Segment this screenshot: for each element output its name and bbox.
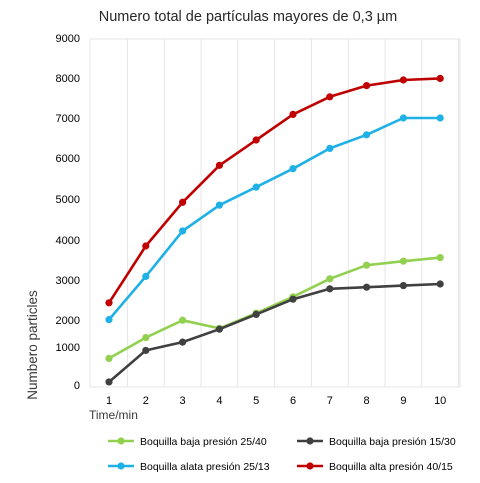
- data-point: [105, 316, 113, 324]
- y-tick-label: 1000: [56, 342, 80, 354]
- legend-label: Boquilla alata presión 25/13: [140, 461, 270, 473]
- data-point: [436, 74, 444, 82]
- x-tick-label: 4: [216, 395, 222, 407]
- legend-label: Boquilla baja presión 25/40: [140, 436, 267, 448]
- x-tick-label: 10: [434, 395, 446, 407]
- legend: Boquilla baja presión 25/40 Boquilla baja…: [108, 436, 456, 473]
- y-tick-label: 4000: [56, 235, 80, 247]
- data-point: [215, 325, 223, 333]
- series-group: [105, 74, 444, 386]
- data-point: [142, 346, 150, 355]
- legend-label: Boquilla baja presión 15/30: [329, 436, 456, 448]
- legend-swatch-marker: [306, 462, 314, 470]
- data-point: [142, 272, 150, 280]
- data-point: [289, 110, 297, 118]
- x-tick-label: 5: [253, 395, 259, 407]
- legend-swatch-marker: [306, 437, 314, 445]
- data-point: [252, 183, 260, 191]
- data-point: [399, 282, 407, 290]
- data-point: [289, 295, 297, 303]
- legend-item: Boquilla alta presión 40/15: [297, 461, 453, 473]
- x-tick-label: 3: [180, 395, 186, 407]
- legend-item: Boquilla alata presión 25/13: [108, 461, 270, 473]
- data-point: [326, 144, 334, 152]
- series-line-2: [108, 116, 441, 321]
- data-point: [179, 227, 187, 235]
- data-point: [105, 299, 113, 307]
- data-point: [436, 114, 444, 122]
- data-point: [363, 283, 371, 291]
- grid: [89, 38, 461, 388]
- data-point: [399, 257, 407, 265]
- legend-swatch-marker: [117, 437, 125, 445]
- legend-item: Boquilla baja presión 25/40: [108, 436, 267, 448]
- x-tick-label: 7: [327, 395, 333, 407]
- y-tick-label: 6000: [56, 153, 80, 165]
- data-point: [326, 93, 334, 101]
- legend-item: Boquilla baja presión 15/30: [297, 436, 456, 448]
- data-point: [215, 161, 223, 169]
- x-tick-label: 6: [290, 395, 296, 407]
- y-tick-label: 0: [74, 380, 80, 392]
- x-tick-labels: 1 2 3 4 5 6 7 8 9 10: [106, 395, 446, 407]
- y-tick-label: 2000: [56, 315, 80, 327]
- x-tick-label: 2: [143, 395, 149, 407]
- x-tick-label: 1: [106, 395, 112, 407]
- chart-title: Numero total de partículas mayores de 0,…: [99, 9, 398, 25]
- data-point: [289, 165, 297, 173]
- legend-label: Boquilla alta presión 40/15: [329, 461, 453, 473]
- y-tick-label: 7000: [56, 113, 80, 125]
- data-point: [399, 76, 407, 84]
- data-point: [215, 201, 223, 209]
- data-point: [105, 378, 113, 386]
- data-point: [363, 82, 371, 90]
- data-point: [179, 198, 187, 206]
- data-point: [399, 114, 407, 122]
- data-point: [179, 338, 187, 346]
- data-point: [179, 316, 187, 324]
- series-line-1: [108, 282, 441, 383]
- data-point: [142, 333, 150, 342]
- data-point: [326, 285, 334, 293]
- data-point: [252, 136, 260, 144]
- data-point: [436, 280, 444, 288]
- data-point: [436, 254, 444, 262]
- x-axis-label: Time/min: [89, 408, 138, 422]
- x-tick-label: 9: [400, 395, 406, 407]
- data-point: [142, 242, 150, 250]
- data-point: [363, 131, 371, 139]
- data-point: [105, 354, 113, 362]
- series-line-0: [108, 256, 441, 360]
- y-tick-label: 8000: [56, 73, 80, 85]
- y-tick-label: 3000: [56, 275, 80, 287]
- x-tick-label: 8: [364, 395, 370, 407]
- y-tick-label: 9000: [56, 33, 80, 45]
- legend-swatch-marker: [117, 462, 125, 470]
- data-point: [252, 310, 260, 318]
- y-tick-labels: 0 1000 2000 3000 4000 5000 6000 7000 8000 9000: [56, 33, 80, 392]
- data-point: [363, 261, 371, 269]
- series-line-3: [107, 77, 441, 304]
- y-tick-label: 5000: [56, 194, 80, 206]
- data-point: [326, 275, 334, 283]
- y-axis-label: Numbero particles: [25, 290, 40, 400]
